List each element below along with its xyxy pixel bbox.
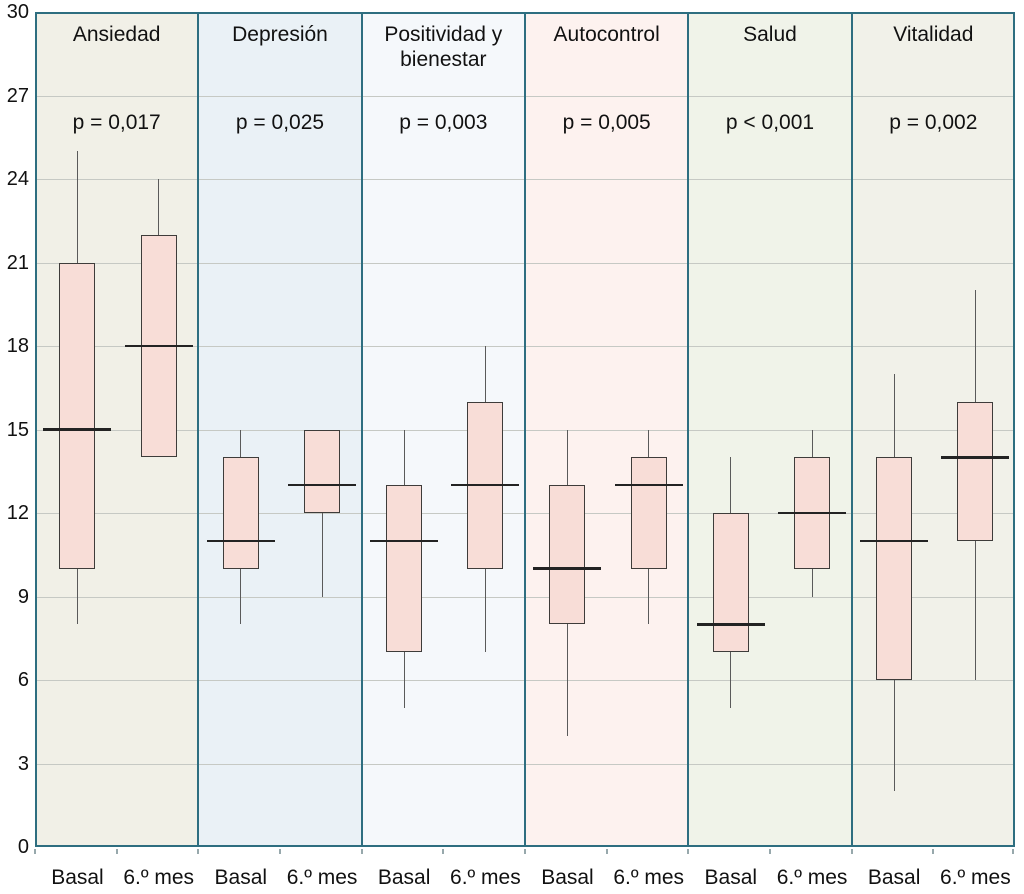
boxplot-median	[860, 539, 929, 543]
y-axis-label: 6	[17, 669, 29, 691]
x-axis-tick	[850, 849, 853, 854]
boxplot-median	[451, 483, 520, 487]
p-value-label: p = 0,005	[562, 111, 651, 134]
p-value-label: p < 0,001	[725, 111, 815, 134]
plot-area: Ansiedad p = 0,017 Depresión p = 0,025 Posit…	[35, 12, 1015, 847]
x-axis-label: Basal	[541, 866, 594, 889]
x-axis-tick	[932, 849, 935, 854]
boxplot-median	[43, 428, 112, 431]
p-value-label: p = 0,003	[399, 111, 488, 134]
boxplot-box	[386, 485, 423, 653]
x-axis-label: Basal	[214, 866, 268, 889]
y-axis-label: 27	[6, 84, 29, 107]
x-axis-tick	[524, 849, 526, 854]
boxplot-box	[630, 457, 667, 569]
boxplot-median	[696, 623, 765, 626]
y-axis-label: 21	[6, 251, 29, 274]
x-axis-tick	[1012, 849, 1014, 854]
boxplot-median	[778, 511, 847, 515]
boxplot-box	[304, 429, 341, 513]
boxplot-median	[614, 483, 683, 487]
boxplot-median	[533, 567, 602, 570]
y-axis-label: 3	[17, 752, 29, 775]
x-axis-label: 6.º mes	[940, 866, 1011, 889]
boxplot-box	[712, 513, 749, 653]
x-axis-tick	[442, 849, 445, 854]
panel-separator	[197, 12, 200, 847]
y-axis-label: 12	[6, 502, 29, 524]
x-axis-label: Basal	[377, 866, 431, 889]
x-axis-label: 6.º mes	[450, 866, 521, 889]
y-axis-label: 30	[6, 1, 29, 23]
panel-title: Positividad y bienestar	[384, 23, 503, 71]
boxplot-median	[288, 483, 357, 487]
x-axis-label: Basal	[867, 866, 921, 889]
p-value-label: p = 0,017	[72, 111, 161, 134]
boxplot-box	[549, 485, 586, 625]
panel-title: Vitalidad	[893, 23, 974, 46]
x-axis-label: Basal	[704, 866, 758, 889]
boxplot-median	[206, 539, 275, 543]
boxplot-whisker	[321, 429, 323, 597]
boxplot-box	[59, 262, 96, 569]
x-axis-tick	[34, 849, 36, 854]
p-value-label: p = 0,002	[889, 111, 978, 134]
x-axis-label: 6.º mes	[123, 866, 195, 889]
panel-separator	[524, 12, 526, 847]
x-axis-tick	[115, 849, 118, 854]
x-axis-label: 6.º mes	[776, 866, 848, 889]
p-value-label: p = 0,025	[235, 111, 325, 134]
panel-title: Autocontrol	[553, 23, 660, 46]
boxplot-box	[876, 457, 913, 680]
x-axis-tick	[197, 849, 200, 854]
boxplot-median	[124, 344, 193, 348]
boxplot-box	[222, 457, 259, 569]
panel-title: Ansiedad	[72, 23, 161, 46]
y-axis-label: 0	[17, 836, 29, 858]
x-axis-label: 6.º mes	[613, 866, 685, 889]
y-axis-label: 24	[6, 168, 29, 190]
x-axis-tick	[605, 849, 608, 854]
boxplot-box	[957, 401, 994, 541]
y-axis-label: 9	[17, 585, 29, 608]
panel-title: Salud	[743, 23, 797, 46]
panel-separator	[687, 12, 690, 847]
x-axis-label: 6.º mes	[286, 866, 358, 889]
y-axis-label: 15	[6, 418, 29, 441]
boxplot-median	[370, 539, 439, 543]
y-axis-label: 18	[6, 335, 29, 357]
panel-title: Depresión	[232, 23, 328, 46]
x-axis-tick	[279, 849, 281, 854]
x-axis-tick	[360, 849, 363, 854]
x-axis-tick	[687, 849, 690, 854]
boxplot-median	[941, 456, 1010, 459]
panel-separator	[850, 12, 853, 847]
panel-separator	[360, 12, 363, 847]
x-axis-tick	[769, 849, 771, 854]
x-axis-label: Basal	[51, 866, 104, 889]
